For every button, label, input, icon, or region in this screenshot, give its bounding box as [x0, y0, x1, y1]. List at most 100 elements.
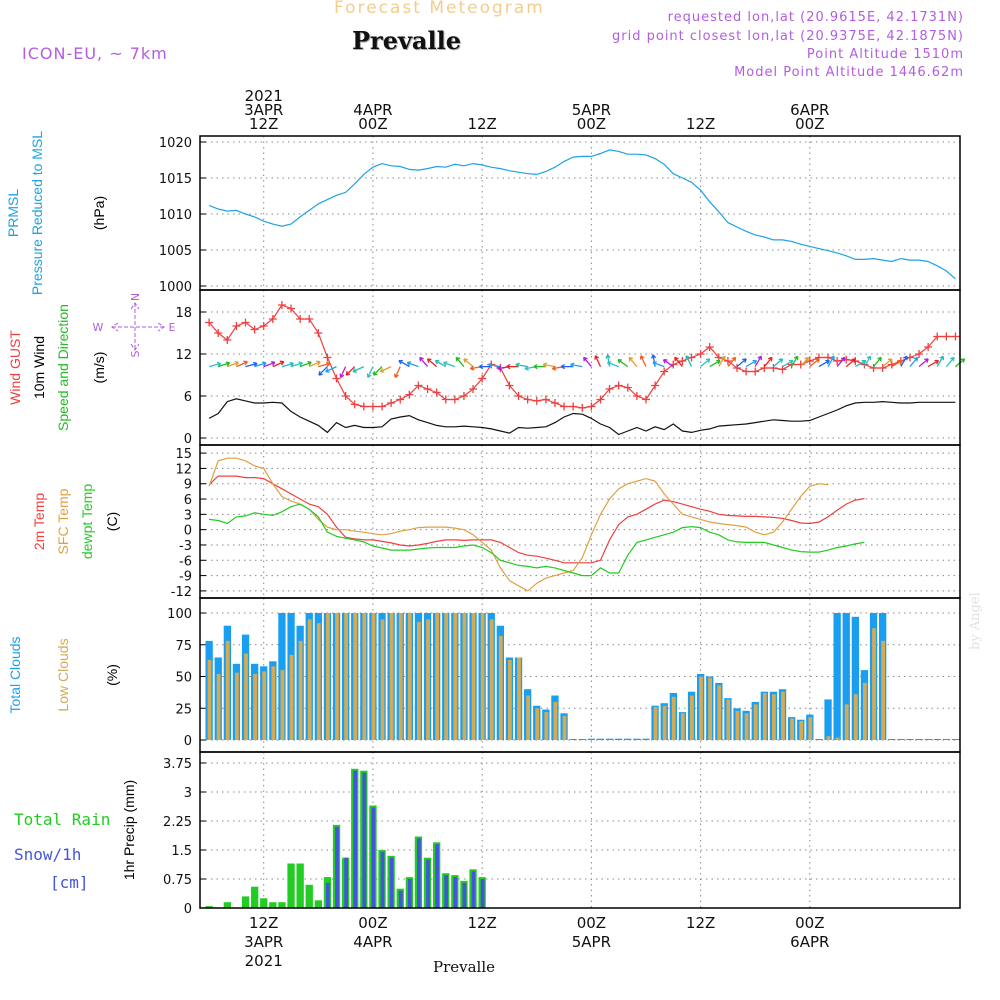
- y-axis-1: 18 12 6 0: [175, 306, 206, 447]
- wind-arrow: [263, 360, 276, 368]
- clouds-unit: (%): [104, 664, 120, 686]
- time-label-top: 6APR: [790, 101, 829, 119]
- wind-arrow: [900, 355, 908, 367]
- gust-marker: [332, 374, 341, 383]
- gust-marker: [323, 353, 332, 362]
- gust-marker: [532, 396, 541, 405]
- low-cloud-bar: [544, 712, 549, 740]
- low-cloud-bar: [690, 695, 694, 740]
- pressure-unit: (hPa): [91, 196, 107, 230]
- wind-arrow: [227, 360, 240, 368]
- y-tick-label: 6: [184, 493, 192, 508]
- wind-arrow: [419, 356, 429, 368]
- rain-bar: [241, 896, 250, 908]
- total-cloud-bar: [897, 739, 905, 740]
- gust-marker: [760, 364, 769, 372]
- low-cloud-bar: [526, 695, 530, 740]
- wind-arrow: [845, 358, 857, 368]
- rain-label: Total Rain: [14, 810, 110, 829]
- low-cloud-bar: [362, 613, 367, 740]
- low-cloud-bar: [235, 672, 239, 740]
- gust-marker: [560, 402, 569, 411]
- time-label-top: 00Z: [795, 115, 824, 133]
- wind-speed-line: [208, 398, 956, 436]
- snow-bar: [398, 890, 403, 908]
- wind-arrow: [855, 359, 867, 368]
- gust-label: Wind GUST: [7, 330, 23, 405]
- wind-arrow: [254, 361, 267, 368]
- gust-marker: [751, 367, 760, 376]
- y-tick-label: 6: [184, 390, 192, 405]
- gust-marker: [833, 357, 842, 365]
- gust-marker: [459, 392, 468, 400]
- gust-marker: [569, 402, 578, 411]
- gust-marker: [223, 336, 232, 344]
- time-label-bottom: 12Z: [249, 914, 278, 932]
- grid-lines: [200, 136, 960, 909]
- gust-marker: [277, 301, 286, 309]
- low-cloud-bar: [653, 707, 658, 740]
- snow-bar: [362, 772, 367, 908]
- wind-arrow: [772, 358, 784, 368]
- total-cloud-bar: [624, 738, 632, 740]
- gust-marker: [550, 399, 559, 407]
- gust-marker: [587, 402, 596, 411]
- cloud-bars: [205, 613, 960, 741]
- wind-arrow: [652, 361, 665, 368]
- low-cloud-bar: [335, 613, 339, 740]
- wind-arrow: [434, 359, 447, 368]
- wind-arrow: [325, 366, 337, 373]
- low-cloud-bar: [225, 640, 230, 740]
- wind-arrow: [606, 361, 619, 368]
- snow-bar: [471, 871, 476, 908]
- gust-marker: [651, 381, 660, 390]
- wind-arrow: [709, 359, 721, 368]
- y-tick-label: 100: [167, 607, 192, 622]
- y-tick-label: -12: [171, 585, 192, 600]
- low-cloud-bar: [826, 736, 831, 740]
- low-cloud-bar: [680, 713, 685, 740]
- gust-marker: [915, 350, 924, 358]
- snow-bar: [407, 879, 412, 908]
- y-tick-label: -9: [179, 570, 192, 585]
- low-cloud-bar: [781, 691, 785, 740]
- gust-marker: [578, 403, 587, 412]
- gust-marker: [723, 357, 732, 365]
- low-cloud-bar: [262, 671, 267, 740]
- gust-marker: [641, 395, 650, 404]
- gust-marker: [232, 322, 241, 330]
- y-tick-label: -6: [179, 554, 192, 569]
- low-cloud-bar: [671, 696, 676, 740]
- wind-arrow: [639, 355, 647, 367]
- y-tick-label: 25: [175, 702, 192, 717]
- sfc-temp-line: [208, 457, 829, 592]
- y-tick-label: 1015: [159, 172, 192, 187]
- low-cloud-bar: [426, 619, 430, 740]
- footer-station: Prevalle: [433, 958, 495, 976]
- total-cloud-bar: [605, 738, 614, 740]
- wind-arrow: [463, 358, 474, 368]
- wind-arrow: [394, 366, 401, 379]
- low-cloud-bar: [772, 694, 776, 740]
- low-cloud-bar: [480, 613, 485, 740]
- total-cloud-bar: [833, 613, 841, 740]
- y-tick-label: 3: [184, 786, 192, 801]
- wind-arrow: [700, 358, 711, 368]
- time-label-top: 3APR: [244, 101, 283, 119]
- gust-line: [208, 304, 956, 409]
- low-cloud-bar: [853, 694, 858, 740]
- low-cloud-bar: [872, 628, 876, 740]
- y-tick-label: 0: [184, 902, 192, 917]
- y-tick-label: 9: [184, 478, 192, 493]
- low-cloud-bar: [244, 653, 248, 740]
- wind-arrow: [379, 366, 392, 373]
- y-tick-label: 0: [184, 734, 192, 749]
- wind-arrow: [674, 356, 683, 368]
- wind-arrow: [478, 363, 492, 370]
- snow-bar: [462, 882, 467, 908]
- y-tick-label: 1010: [159, 208, 192, 223]
- wind-arrow: [727, 356, 737, 368]
- gust-marker: [942, 332, 951, 341]
- snow-bar: [371, 807, 376, 908]
